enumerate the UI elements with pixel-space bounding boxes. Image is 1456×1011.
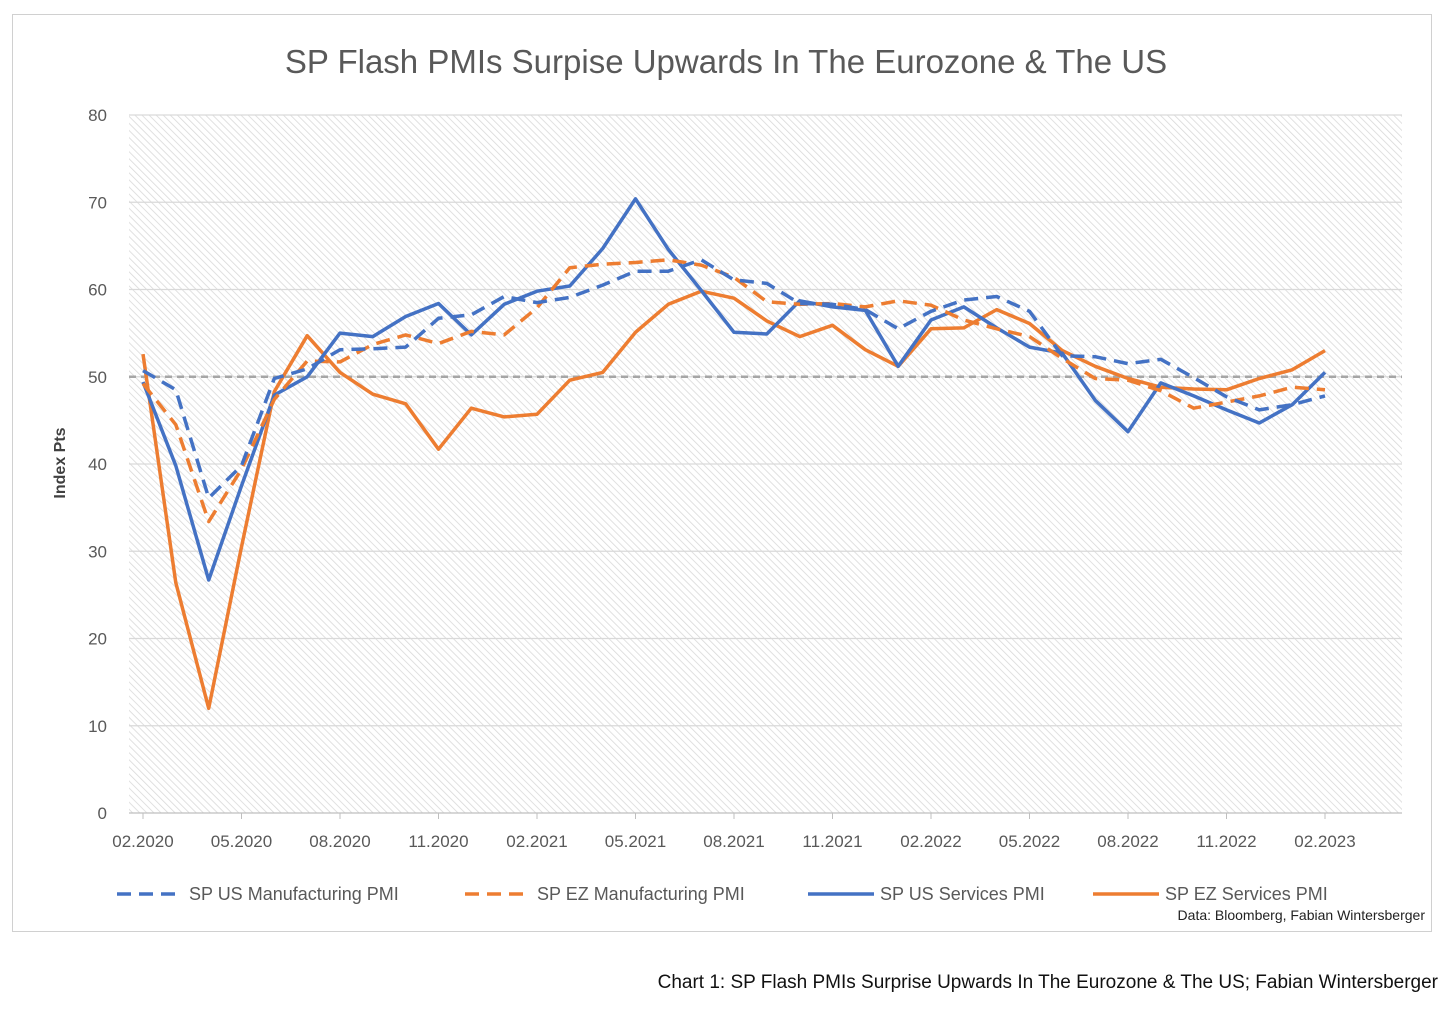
y-tick-label: 0 bbox=[98, 804, 107, 823]
x-tick-label: 05.2021 bbox=[605, 832, 666, 851]
y-tick-label: 40 bbox=[88, 455, 107, 474]
x-tick-label: 05.2022 bbox=[999, 832, 1060, 851]
chart-svg: SP Flash PMIs Surpise Upwards In The Eur… bbox=[52, 43, 1426, 923]
x-tick-label: 11.2020 bbox=[408, 832, 468, 851]
legend: SP US Manufacturing PMI SP EZ Manufacturi… bbox=[117, 884, 1328, 904]
y-axis: 0 10 20 30 40 50 60 70 80 bbox=[88, 106, 107, 823]
y-axis-title: Index Pts bbox=[52, 427, 69, 498]
y-tick-label: 80 bbox=[88, 106, 107, 125]
legend-label: SP US Manufacturing PMI bbox=[189, 884, 399, 904]
x-tick-label: 11.2022 bbox=[1196, 832, 1256, 851]
x-tick-label: 11.2021 bbox=[802, 832, 862, 851]
x-tick-label: 08.2020 bbox=[309, 832, 370, 851]
x-tick-label: 08.2022 bbox=[1097, 832, 1158, 851]
chart-title: SP Flash PMIs Surpise Upwards In The Eur… bbox=[285, 43, 1167, 80]
x-tick-label: 05.2020 bbox=[211, 832, 272, 851]
legend-label: SP EZ Manufacturing PMI bbox=[537, 884, 745, 904]
x-tick-label: 02.2021 bbox=[506, 832, 567, 851]
x-axis: 02.2020 05.2020 08.2020 11.2020 02.2021 05.20… bbox=[112, 813, 1356, 851]
source-note: Data: Bloomberg, Fabian Wintersberger bbox=[1178, 907, 1426, 923]
legend-label: SP US Services PMI bbox=[880, 884, 1045, 904]
chart-frame: SP Flash PMIs Surpise Upwards In The Eur… bbox=[12, 14, 1432, 932]
series-lines bbox=[141, 197, 1327, 711]
series-line-sp-ez-manufacturing-pmi bbox=[141, 258, 1326, 524]
series-line-sp-us-manufacturing-pmi bbox=[142, 258, 1326, 500]
legend-label: SP EZ Services PMI bbox=[1165, 884, 1328, 904]
y-tick-label: 70 bbox=[88, 193, 107, 212]
y-tick-label: 30 bbox=[88, 542, 107, 561]
y-tick-label: 60 bbox=[88, 281, 107, 300]
y-tick-label: 50 bbox=[88, 368, 107, 387]
figure-caption: Chart 1: SP Flash PMIs Surprise Upwards … bbox=[657, 972, 1438, 993]
x-tick-label: 02.2020 bbox=[112, 832, 173, 851]
y-tick-label: 20 bbox=[88, 630, 107, 649]
series-line-sp-us-services-pmi bbox=[141, 197, 1327, 582]
x-tick-label: 02.2023 bbox=[1294, 832, 1355, 851]
x-tick-label: 08.2021 bbox=[703, 832, 764, 851]
y-tick-label: 10 bbox=[88, 717, 107, 736]
x-tick-label: 02.2022 bbox=[900, 832, 961, 851]
